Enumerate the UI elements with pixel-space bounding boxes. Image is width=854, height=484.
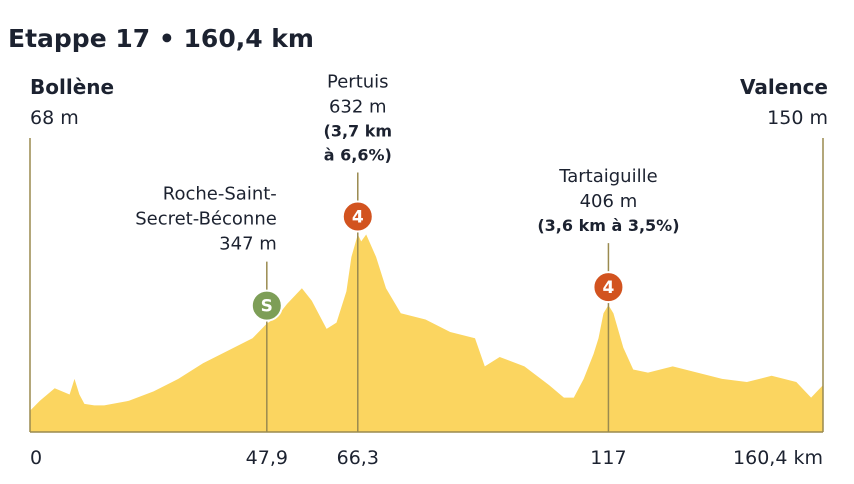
- point-label-1-1: 632 m: [329, 97, 387, 118]
- points-layer: S 347 m Secret-Béconne Roche-Saint- 4 à 6,6%)…: [135, 72, 680, 432]
- x-tick-label-4: 160,4 km: [733, 447, 823, 469]
- point-label-0-0: Roche-Saint-: [163, 184, 277, 205]
- point-label-2-1: 406 m: [580, 191, 638, 212]
- x-tick-labels: 0 47,9 66,3 117 160,4 km: [30, 447, 823, 469]
- x-tick-label-0: 0: [30, 447, 42, 469]
- finish-altitude: 150 m: [767, 107, 828, 129]
- marker-label-0: S: [261, 297, 273, 317]
- sprint-marker-0: [250, 289, 283, 322]
- start-altitude: 68 m: [30, 107, 79, 129]
- point-label-1-3: à 6,6%): [324, 146, 392, 165]
- point-label-0-1: Secret-Béconne: [135, 209, 277, 230]
- start-name: Bollène: [30, 75, 114, 99]
- marker-label-1: 4: [352, 208, 364, 228]
- point-label-2-2: (3,6 km à 3,5%): [537, 216, 679, 235]
- x-tick-label-3: 117: [590, 447, 626, 469]
- marker-label-2: 4: [603, 278, 615, 298]
- x-tick-label-2: 66,3: [337, 447, 379, 469]
- finish-name: Valence: [740, 75, 828, 99]
- chart-title: Etappe 17 • 160,4 km: [8, 24, 314, 53]
- elevation-profile-area: [30, 234, 823, 432]
- point-label-1-0: Pertuis: [327, 72, 389, 93]
- point-label-2-0: Tartaiguille: [558, 166, 657, 187]
- point-label-0-2: 347 m: [219, 234, 277, 255]
- point-label-1-2: (3,7 km: [324, 122, 393, 141]
- climb-marker-2: [592, 271, 625, 304]
- climb-marker-1: [341, 200, 374, 233]
- x-tick-label-1: 47,9: [246, 447, 288, 469]
